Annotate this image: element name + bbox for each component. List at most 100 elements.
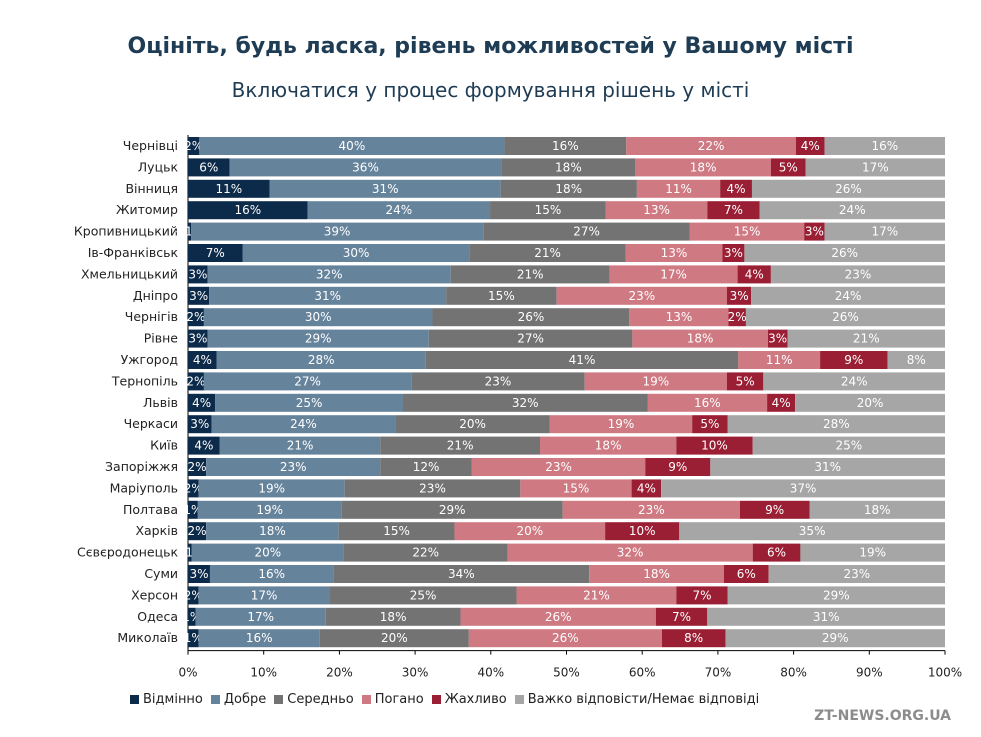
- bar-segment: [209, 565, 334, 583]
- legend-swatch: [130, 695, 139, 704]
- category-label: Київ: [150, 438, 178, 453]
- bar-segment: [344, 479, 521, 498]
- data-label: 2%: [188, 524, 207, 538]
- bar-segment: [632, 329, 768, 348]
- bar-segment: [188, 158, 230, 177]
- data-label: 31%: [372, 182, 399, 196]
- bar-segment: [343, 543, 508, 562]
- bar-segment: [589, 565, 724, 583]
- bar-segment: [707, 607, 945, 626]
- bar-segment: [188, 543, 192, 562]
- bar-segment: [795, 393, 945, 412]
- data-label: 23%: [845, 267, 872, 281]
- bar-segment: [188, 265, 208, 284]
- data-label: 26%: [518, 310, 545, 324]
- bar-segment: [188, 458, 207, 476]
- bar-segment: [188, 308, 204, 327]
- data-label: 31%: [314, 289, 341, 303]
- legend-label: Середньо: [287, 692, 354, 707]
- bar-segment: [188, 415, 212, 434]
- bar-segment: [507, 543, 753, 562]
- bar-segment: [629, 308, 729, 327]
- category-label: Луцьк: [138, 159, 179, 174]
- data-label: 27%: [517, 332, 544, 346]
- data-label: 23%: [485, 374, 512, 388]
- bar-segment: [191, 543, 344, 562]
- category-label: Тернопіль: [111, 373, 178, 388]
- data-label: 15%: [563, 481, 590, 495]
- bar-segment: [504, 137, 627, 155]
- category-label: Маріуполь: [110, 480, 178, 495]
- data-label: 39%: [324, 225, 351, 239]
- data-label: 3%: [188, 267, 207, 281]
- bar-segment: [411, 372, 585, 391]
- data-label: 28%: [308, 353, 335, 367]
- bar-segment: [609, 265, 738, 284]
- x-tick-label: 20%: [326, 666, 353, 680]
- bar-segment: [645, 458, 711, 476]
- data-label: 11%: [766, 353, 793, 367]
- data-label: 4%: [192, 396, 211, 410]
- category-label: Чернігів: [125, 309, 178, 324]
- bar-segment: [188, 479, 199, 498]
- bar-segment: [655, 607, 708, 626]
- bar-segment: [490, 201, 606, 220]
- data-label: 24%: [839, 203, 866, 217]
- bar-segment: [751, 179, 945, 198]
- watermark: ZT-NEWS.ORG.UA: [814, 708, 951, 724]
- data-label: 3%: [724, 246, 743, 260]
- data-label: 19%: [859, 546, 886, 560]
- data-label: 7%: [692, 588, 711, 602]
- category-label: Сєвєродонецьк: [77, 545, 178, 560]
- data-label: 19%: [258, 481, 285, 495]
- category-label: Хмельницький: [81, 266, 178, 281]
- bar-segment: [636, 179, 721, 198]
- bar-segment: [737, 265, 771, 284]
- bar-segment: [432, 308, 630, 327]
- data-label: 3%: [189, 289, 208, 303]
- data-label: 17%: [251, 588, 278, 602]
- bar-segment: [725, 629, 945, 648]
- data-label: 4%: [772, 396, 791, 410]
- bar-segment: [428, 329, 633, 348]
- data-label: 16%: [694, 396, 721, 410]
- bar-segment: [307, 201, 491, 220]
- bar-segment: [329, 586, 517, 605]
- x-tick-label: 30%: [402, 666, 429, 680]
- bar-segment: [763, 372, 945, 391]
- bar-segment: [188, 372, 204, 391]
- data-label: 3%: [190, 417, 209, 431]
- bar-segment: [805, 158, 945, 177]
- bar-segment: [710, 458, 945, 476]
- data-label: 22%: [698, 139, 725, 153]
- data-label: 23%: [545, 460, 572, 474]
- bar-segment: [759, 201, 945, 220]
- bar-segment: [483, 222, 690, 241]
- bar-segment: [626, 137, 796, 155]
- data-label: 12%: [413, 460, 440, 474]
- bar-segment: [770, 265, 945, 284]
- bar-segment: [631, 479, 662, 498]
- data-label: 2%: [186, 310, 205, 324]
- chart-legend: Відмінно Добре Середньо Погано Жахливо Важко …: [130, 692, 767, 707]
- bar-segment: [767, 393, 796, 412]
- x-tick-label: 50%: [553, 666, 580, 680]
- data-label: 6%: [737, 567, 756, 581]
- x-tick-label: 40%: [477, 666, 504, 680]
- bar-segment: [199, 137, 505, 155]
- bar-segment: [395, 415, 550, 434]
- bar-segment: [333, 565, 590, 583]
- data-label: 9%: [765, 503, 784, 517]
- bar-segment: [197, 500, 342, 519]
- data-label: 31%: [814, 460, 841, 474]
- bar-segment: [211, 415, 396, 434]
- data-label: 41%: [569, 353, 596, 367]
- bar-segment: [720, 179, 752, 198]
- data-label: 2%: [184, 481, 203, 495]
- legend-label: Добре: [223, 692, 267, 707]
- bar-segment: [269, 179, 501, 198]
- bar-segment: [188, 607, 196, 626]
- bar-segment: [689, 222, 805, 241]
- data-label: 18%: [864, 503, 891, 517]
